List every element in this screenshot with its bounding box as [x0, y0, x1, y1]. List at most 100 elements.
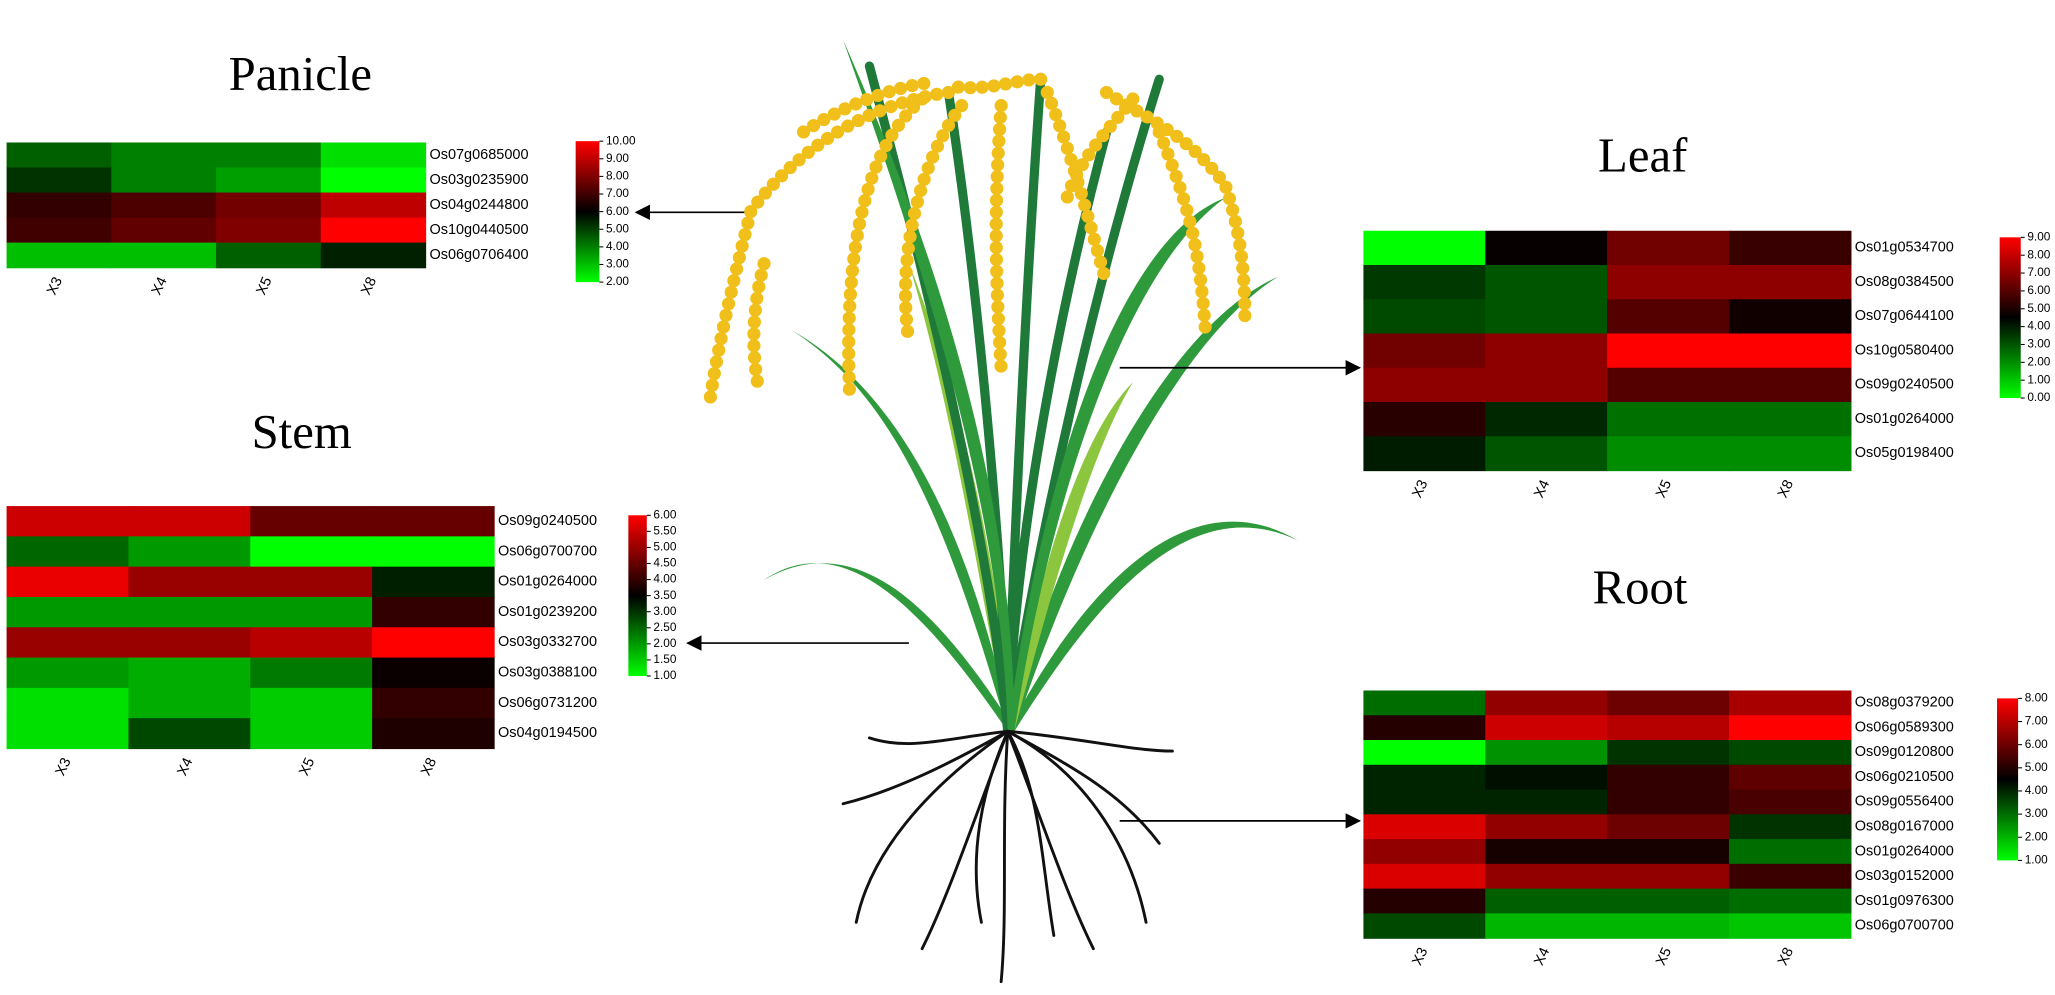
heatmap-cell	[128, 506, 251, 538]
colorbar-tick-label: 7.00	[2027, 265, 2050, 279]
colorbar-tick-label: 3.00	[653, 604, 676, 618]
heatmap-cell	[1363, 740, 1486, 766]
heatmap-cell	[250, 657, 373, 689]
colorbar-tick-label: 4.00	[653, 572, 676, 586]
heatmap-cell	[111, 167, 217, 194]
colorbar-tick-label: 2.50	[653, 620, 676, 634]
heatmap-cell	[1485, 690, 1608, 716]
heatmap-cell	[1485, 789, 1608, 815]
column-label: X8	[1775, 945, 1797, 968]
row-label: Os07g0644100	[1855, 308, 1954, 324]
heatmap-cell	[111, 217, 217, 244]
column-label: X4	[174, 756, 196, 779]
heatmap-cell	[1607, 814, 1730, 840]
heatmap-cell	[1728, 839, 1852, 865]
row-label: Os03g0235900	[429, 172, 528, 188]
heatmap-cell	[1728, 436, 1852, 472]
heatmap-cell	[216, 217, 322, 244]
colorbar-tick-label: 4.00	[606, 239, 629, 253]
heatmap-cell	[372, 687, 495, 719]
row-label: Os01g0976300	[1855, 893, 1954, 909]
colorbar-tick-label: 4.00	[2027, 319, 2050, 333]
heatmap-cell	[128, 657, 251, 689]
heatmap-cell	[1607, 789, 1730, 815]
heatmap-cell	[1728, 401, 1852, 437]
colorbar-tick-label: 1.50	[653, 652, 676, 666]
heatmap-cell	[1485, 230, 1608, 266]
heatmap-cell	[1485, 299, 1608, 335]
row-label: Os09g0240500	[1855, 377, 1954, 393]
heatmap-cell	[320, 167, 427, 194]
heatmap-cell	[6, 242, 112, 269]
heatmap-cell	[1485, 367, 1608, 403]
heatmap-cell	[1607, 401, 1730, 437]
chart-title: Root	[1593, 561, 1688, 615]
colorbar-tick-label: 2.00	[653, 636, 676, 650]
heatmap-cell	[372, 566, 495, 598]
heatmap-cell	[216, 167, 322, 194]
heatmap-cell	[1728, 715, 1852, 741]
heatmap-cell	[1728, 367, 1852, 403]
heatmap-cell	[1363, 333, 1486, 369]
row-label: Os06g0589300	[1855, 719, 1954, 735]
chart-title: Stem	[252, 405, 352, 459]
heatmap-cell	[250, 536, 373, 568]
row-label: Os01g0264000	[1855, 843, 1954, 859]
heatmap-cell	[6, 506, 130, 538]
row-label: Os03g0388100	[498, 665, 597, 681]
heatmap-cell	[1485, 863, 1608, 890]
colorbar-tick-label: 7.00	[2025, 714, 2048, 728]
heatmap: Root Os08g0379200 Os06g0589300 Os09g0120800…	[1363, 561, 2048, 968]
row-label: Os05g0198400	[1855, 445, 1954, 461]
column-label: X5	[1653, 478, 1675, 501]
heatmap-cell	[6, 192, 112, 219]
row-label: Os06g0700700	[1855, 918, 1954, 934]
heatmap: Leaf Os01g0534700 Os08g0384500 Os07g0644100…	[1363, 128, 2051, 501]
chart-title: Panicle	[229, 47, 372, 101]
heatmap-cell	[1363, 888, 1486, 915]
heatmap-cell	[1363, 690, 1486, 716]
heatmap-cell	[372, 506, 495, 538]
heatmap-cell	[1485, 888, 1608, 915]
colorbar-tick-label: 8.00	[2025, 691, 2048, 705]
heatmap-cell	[1607, 690, 1730, 716]
heatmap-cell	[1607, 863, 1730, 890]
colorbar-tick-label: 5.00	[606, 221, 629, 235]
heatmap-cell	[1363, 913, 1486, 939]
colorbar-tick-label: 5.00	[2025, 760, 2048, 774]
colorbar-tick-label: 5.00	[2027, 301, 2050, 315]
colorbar-tick-label: 2.00	[2027, 354, 2050, 368]
heatmap-cell	[1363, 863, 1486, 890]
row-label: Os03g0332700	[498, 634, 597, 650]
column-label: X4	[1531, 945, 1553, 968]
heatmap-cell	[1363, 789, 1486, 815]
heatmap-cell	[1607, 888, 1730, 915]
heatmap-cell	[1728, 888, 1852, 915]
column-label: X3	[1409, 478, 1431, 501]
heatmap-cell	[1485, 333, 1608, 369]
heatmap-cell	[1607, 715, 1730, 741]
row-label: Os09g0556400	[1855, 794, 1954, 810]
heatmap-cell	[1363, 715, 1486, 741]
colorbar-tick-label: 8.00	[606, 169, 629, 183]
colorbar-tick-label: 6.00	[606, 204, 629, 218]
heatmap-cell	[250, 627, 373, 659]
colorbar-tick-label: 1.00	[2025, 853, 2048, 867]
heatmap-cell	[1363, 436, 1486, 472]
heatmap-cell	[250, 506, 373, 538]
row-label: Os01g0239200	[498, 604, 597, 620]
heatmap-cell	[111, 242, 217, 269]
heatmap-cell	[1607, 913, 1730, 939]
heatmap-cell	[1728, 333, 1852, 369]
colorbar-tick-label: 5.00	[653, 540, 676, 554]
colorbar-tick-label: 3.00	[606, 257, 629, 271]
heatmap-cell	[372, 536, 495, 568]
heatmap-cell	[1363, 367, 1486, 403]
colorbar-tick-label: 1.00	[653, 668, 676, 682]
rice-plant	[702, 39, 1298, 984]
heatmap-cell	[1728, 299, 1852, 335]
colorbar	[1999, 237, 2021, 399]
heatmap-cell	[111, 142, 217, 169]
heatmap-cell	[6, 657, 130, 689]
heatmap-cell	[1363, 264, 1486, 300]
